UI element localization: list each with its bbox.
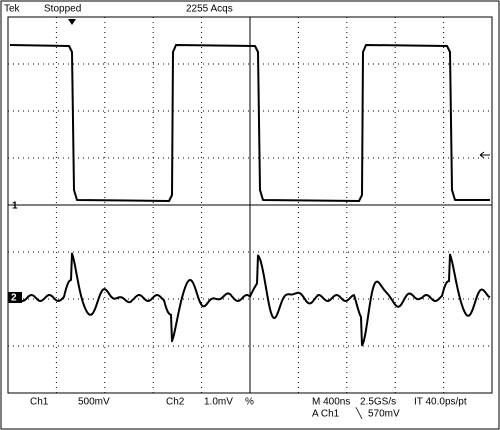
- ch2-trace: [9, 252, 491, 347]
- sample-rate: 2.5GS/s: [360, 397, 396, 408]
- ch1-marker: 1: [12, 201, 18, 212]
- trigger-position: [68, 19, 76, 25]
- trigger-level: 570mV: [368, 409, 400, 420]
- trigger-source: A Ch1: [312, 409, 340, 420]
- brand: Tek: [4, 4, 21, 15]
- acq-count: 2255 Acqs: [186, 4, 233, 15]
- interpolation: IT 40.0ps/pt: [414, 397, 467, 408]
- ch2-coupling: %: [245, 397, 254, 408]
- timebase: M 400ns: [312, 397, 350, 408]
- ch1-scale: 500mV: [78, 397, 110, 408]
- ch1-label: Ch1: [30, 397, 49, 408]
- trigger-level-arrow: [479, 151, 490, 159]
- trigger-slope: ╲: [355, 407, 363, 420]
- ch2-marker: 2: [11, 293, 17, 304]
- ch1-trace: [9, 44, 490, 202]
- ch2-marker-box: [8, 292, 22, 303]
- ch2-scale: 1.0mV: [204, 397, 233, 408]
- ch2-label: Ch2: [166, 397, 185, 408]
- acq-state: Stopped: [44, 4, 81, 15]
